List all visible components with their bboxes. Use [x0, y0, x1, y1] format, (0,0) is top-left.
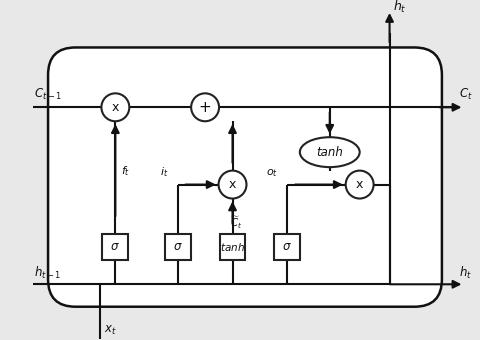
Text: $tanh$: $tanh$: [220, 241, 245, 253]
Circle shape: [218, 171, 247, 199]
FancyBboxPatch shape: [275, 234, 300, 260]
Ellipse shape: [300, 137, 360, 167]
Text: $i_t$: $i_t$: [160, 165, 168, 179]
Text: $f_t$: $f_t$: [121, 164, 131, 177]
Text: $h_t$: $h_t$: [393, 0, 407, 15]
Text: $o_t$: $o_t$: [266, 167, 278, 178]
Text: $C_{t-1}$: $C_{t-1}$: [34, 87, 62, 102]
FancyBboxPatch shape: [165, 234, 191, 260]
Text: $h_t$: $h_t$: [459, 265, 472, 281]
Circle shape: [101, 94, 129, 121]
FancyBboxPatch shape: [48, 48, 442, 307]
FancyBboxPatch shape: [219, 234, 245, 260]
FancyBboxPatch shape: [102, 234, 128, 260]
Text: x: x: [112, 101, 119, 114]
Text: +: +: [199, 100, 212, 115]
Text: $C_t$: $C_t$: [459, 87, 473, 102]
Text: $\widetilde{C}_t$: $\widetilde{C}_t$: [230, 215, 242, 232]
Text: x: x: [356, 178, 363, 191]
Text: $\sigma$: $\sigma$: [173, 240, 182, 253]
Circle shape: [191, 94, 219, 121]
Text: $\sigma$: $\sigma$: [110, 240, 120, 253]
Circle shape: [346, 171, 373, 199]
Text: x: x: [229, 178, 236, 191]
Text: $x_t$: $x_t$: [104, 324, 117, 337]
Text: $\sigma$: $\sigma$: [283, 240, 292, 253]
Text: tanh: tanh: [316, 146, 343, 159]
Text: $h_{t-1}$: $h_{t-1}$: [34, 265, 61, 281]
